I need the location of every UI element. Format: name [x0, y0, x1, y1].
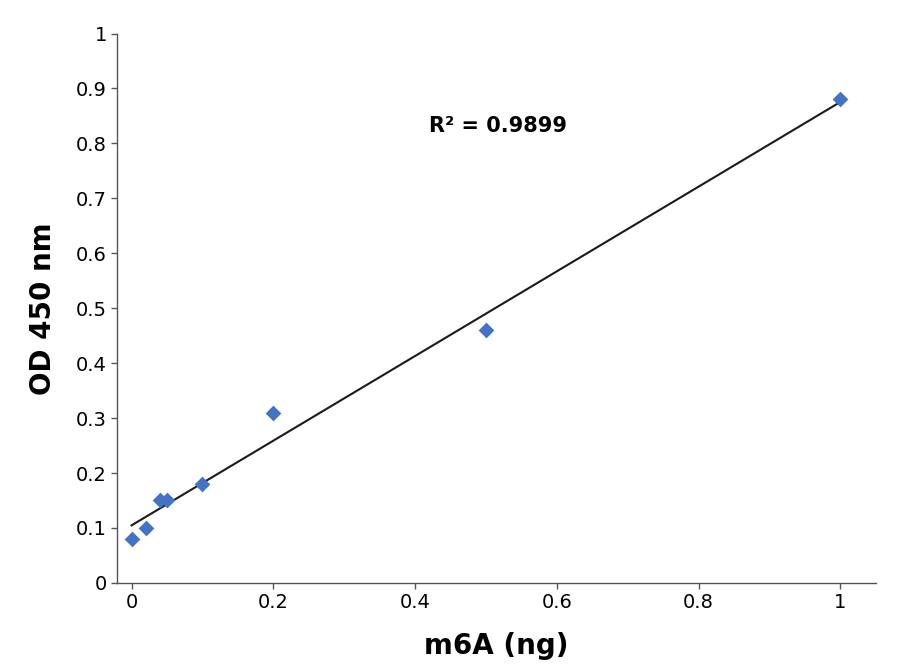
Point	[195, 478, 209, 489]
X-axis label: m6A (ng): m6A (ng)	[424, 632, 568, 660]
Text: R² = 0.9899: R² = 0.9899	[428, 117, 566, 137]
Point	[152, 495, 167, 506]
Point	[138, 523, 152, 533]
Point	[833, 94, 847, 105]
Point	[266, 407, 281, 418]
Y-axis label: OD 450 nm: OD 450 nm	[29, 222, 57, 395]
Point	[160, 495, 174, 506]
Point	[124, 533, 139, 544]
Point	[478, 325, 492, 336]
